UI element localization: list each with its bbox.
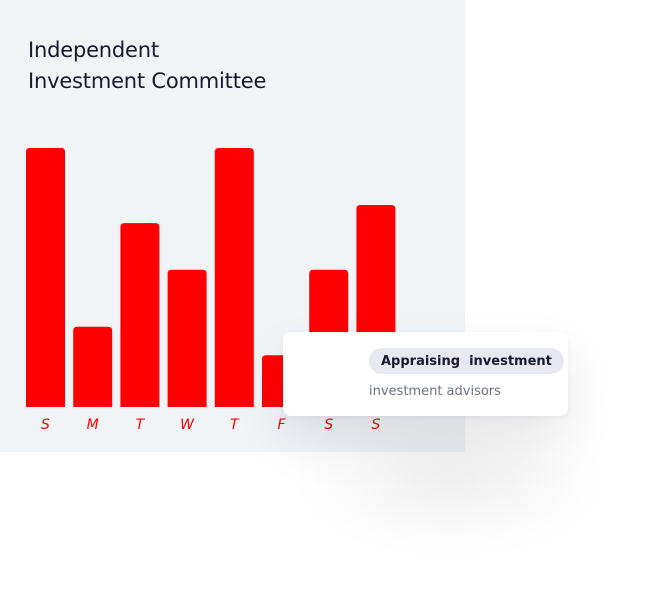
x-tick-label-3: W: [180, 417, 195, 433]
x-tick-label-1: M: [87, 417, 99, 433]
x-tick-label-5: F: [277, 417, 286, 433]
bar-0: [26, 148, 65, 407]
x-tick-label-4: T: [230, 417, 240, 433]
card-shadow: [300, 420, 600, 540]
pill-word-2: investment: [469, 353, 552, 369]
bar-3: [167, 269, 207, 407]
x-tick-label-2: T: [136, 417, 146, 433]
info-pill: Appraising investment: [369, 348, 564, 374]
chart-title-line2: Investment Committee: [28, 69, 267, 93]
chart-title-line1: Independent: [28, 38, 159, 62]
x-tick-label-6: S: [324, 417, 333, 433]
x-tick-label-7: S: [371, 417, 380, 433]
chart-title: Independent Investment Committee: [28, 35, 266, 97]
x-tick-label-0: S: [41, 417, 50, 433]
bar-4: [214, 148, 254, 407]
card-subtext: investment advisors: [369, 384, 501, 399]
pill-word-1: Appraising: [381, 353, 461, 369]
info-card: Appraising investment investment advisor…: [283, 332, 568, 416]
bar-2: [120, 223, 160, 407]
bar-1: [73, 326, 113, 407]
